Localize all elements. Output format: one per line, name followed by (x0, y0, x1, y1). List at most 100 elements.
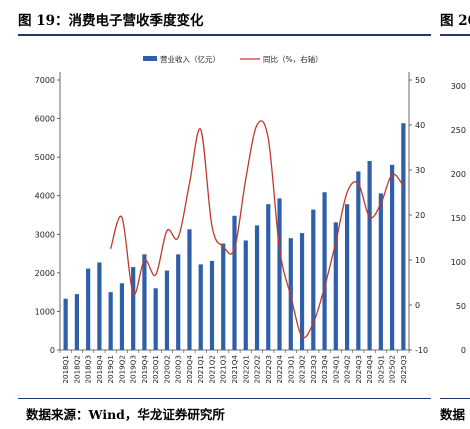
x-axis-labels: 2018Q1 2018Q2 2018Q3 2018Q4 2019Q1 2019Q2 2019… (61, 355, 408, 384)
y-left-tick-label: 4000 (35, 192, 55, 201)
x-tick-label: 2022Q3 (264, 355, 273, 384)
y-right-tick-label: 10 (415, 256, 425, 265)
bar (63, 298, 68, 350)
right-panel-axis: 300 250 200 150 100 50 0 (451, 82, 466, 355)
x-tick-label: 2020Q4 (185, 355, 194, 384)
x-tick-label: 2019Q3 (129, 355, 138, 384)
x-tick-label: 2020Q1 (151, 355, 160, 384)
bar-series (63, 123, 406, 350)
bar (299, 233, 305, 350)
bar (367, 161, 372, 350)
source-note: 数据来源：Wind，华龙证券研究所 (26, 407, 225, 422)
y-left-tick-label: 5000 (35, 153, 55, 162)
y-left-tick-label: 3000 (35, 230, 55, 239)
yoy-growth-line (110, 120, 404, 339)
figure-title: 图 19：消费电子营收季度变化 (18, 13, 204, 29)
bar (333, 222, 338, 350)
x-tick-label: 2018Q2 (72, 355, 81, 384)
x-tick-label: 2023Q3 (309, 355, 318, 384)
y-right-tick-label: 50 (415, 76, 425, 85)
y-left-tick-label: 2000 (35, 269, 55, 278)
x-tick-label: 2020Q2 (162, 355, 171, 384)
right-panel-tick-label: 100 (451, 258, 466, 267)
bar (378, 193, 383, 350)
y-right-tick-label: -10 (415, 346, 428, 355)
x-tick-label: 2018Q4 (95, 355, 104, 384)
bar (74, 294, 79, 350)
y-left-tick-label: 0 (50, 346, 55, 355)
bar (390, 164, 395, 350)
x-tick-label: 2022Q1 (241, 355, 250, 384)
bar (254, 225, 260, 350)
right-panel-tick-label: 250 (451, 126, 466, 135)
right-figure-title: 图 20 (440, 13, 470, 29)
bar (401, 123, 406, 350)
x-tick-label: 2022Q2 (253, 355, 262, 384)
y-right-tick-label: 0 (415, 301, 420, 310)
right-panel-tick-label: 50 (456, 302, 466, 311)
right-panel-tick-label: 300 (451, 82, 466, 91)
y-right-tick-label: 40 (415, 121, 425, 130)
x-tick-label: 2021Q3 (219, 355, 228, 384)
x-tick-label: 2024Q4 (365, 355, 374, 384)
chart-axes: 0 1000 2000 3000 4000 5000 6000 7000 -10 0 10 20 30 4… (35, 72, 428, 355)
x-tick-label: 2019Q1 (106, 355, 115, 384)
x-tick-label: 2025Q1 (376, 355, 385, 384)
bar (164, 270, 170, 350)
bar (86, 268, 91, 350)
bar (142, 254, 147, 350)
top-rule-right (440, 34, 470, 36)
top-rule (18, 34, 431, 36)
legend-line-label: 同比（%，右轴） (263, 54, 323, 64)
x-tick-label: 2023Q1 (286, 355, 295, 384)
bar (344, 204, 350, 350)
x-tick-label: 2018Q3 (84, 355, 93, 384)
x-tick-label: 2024Q1 (331, 355, 340, 384)
bottom-rule (18, 398, 431, 399)
bar (209, 260, 215, 350)
x-tick-label: 2023Q2 (298, 355, 307, 384)
x-tick-label: 2021Q4 (230, 355, 239, 384)
x-tick-label: 2023Q4 (320, 355, 329, 384)
legend-bar-swatch (143, 56, 157, 61)
right-panel-tick-label: 150 (451, 214, 466, 223)
y-right-tick-label: 30 (415, 166, 425, 175)
y-right-tick-label: 20 (415, 211, 425, 220)
bar (243, 240, 248, 350)
bar (311, 209, 316, 350)
right-panel-tick-label: 0 (461, 346, 466, 355)
bar (187, 229, 192, 350)
x-tick-label: 2020Q3 (174, 355, 183, 384)
y-left-tick-label: 1000 (35, 307, 55, 316)
bar (119, 283, 125, 350)
bar (221, 243, 226, 350)
bar (153, 288, 158, 350)
bar (198, 264, 203, 350)
bar (232, 215, 237, 350)
y-left-tick-label: 6000 (35, 115, 55, 124)
right-source-note: 数据 (440, 407, 466, 422)
bar (97, 262, 102, 350)
line-series (110, 120, 404, 339)
x-tick-label: 2024Q2 (343, 355, 352, 384)
x-tick-label: 2022Q4 (275, 355, 284, 384)
bar (322, 192, 327, 350)
bar (108, 292, 113, 350)
x-tick-label: 2019Q2 (117, 355, 126, 384)
bar (266, 204, 271, 350)
x-tick-label: 2021Q1 (196, 355, 205, 384)
x-tick-label: 2019Q4 (140, 355, 149, 384)
bar (131, 267, 136, 350)
bottom-rule-right (440, 398, 470, 399)
bar (176, 254, 181, 350)
right-panel-tick-label: 200 (451, 170, 466, 179)
legend-bar-label: 营业收入（亿元） (160, 54, 220, 64)
bar (356, 171, 361, 350)
x-tick-label: 2025Q2 (388, 355, 397, 384)
chart-legend: 营业收入（亿元） 同比（%，右轴） (143, 54, 323, 64)
x-tick-label: 2018Q1 (61, 355, 70, 384)
x-tick-label: 2021Q2 (207, 355, 216, 384)
x-tick-label: 2024Q3 (354, 355, 363, 384)
x-tick-label: 2025Q3 (399, 355, 408, 384)
